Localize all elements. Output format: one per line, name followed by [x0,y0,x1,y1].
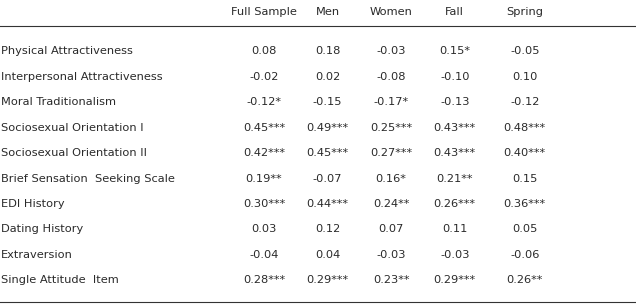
Text: Extraversion: Extraversion [1,250,73,260]
Text: -0.06: -0.06 [510,250,539,260]
Text: 0.48***: 0.48*** [504,122,546,133]
Text: 0.28***: 0.28*** [243,275,285,286]
Text: 0.29***: 0.29*** [307,275,349,286]
Text: 0.30***: 0.30*** [243,199,285,209]
Text: Fall: Fall [445,7,464,17]
Text: Interpersonal Attractiveness: Interpersonal Attractiveness [1,72,163,82]
Text: Sociosexual Orientation I: Sociosexual Orientation I [1,122,144,133]
Text: Sociosexual Orientation II: Sociosexual Orientation II [1,148,148,158]
Text: 0.18: 0.18 [315,46,340,56]
Text: -0.08: -0.08 [377,72,406,82]
Text: Physical Attractiveness: Physical Attractiveness [1,46,133,56]
Text: 0.36***: 0.36*** [504,199,546,209]
Text: 0.15: 0.15 [512,173,537,184]
Text: 0.11: 0.11 [442,224,467,235]
Text: -0.13: -0.13 [440,97,469,107]
Text: 0.04: 0.04 [315,250,340,260]
Text: 0.45***: 0.45*** [307,148,349,158]
Text: 0.16*: 0.16* [376,173,406,184]
Text: Women: Women [370,7,413,17]
Text: 0.29***: 0.29*** [434,275,476,286]
Text: Spring: Spring [506,7,543,17]
Text: Full Sample: Full Sample [231,7,297,17]
Text: 0.44***: 0.44*** [307,199,349,209]
Text: -0.12*: -0.12* [246,97,282,107]
Text: Men: Men [315,7,340,17]
Text: 0.12: 0.12 [315,224,340,235]
Text: 0.15*: 0.15* [439,46,470,56]
Text: 0.05: 0.05 [512,224,537,235]
Text: 0.43***: 0.43*** [434,148,476,158]
Text: -0.10: -0.10 [440,72,469,82]
Text: 0.25***: 0.25*** [370,122,412,133]
Text: 0.26***: 0.26*** [434,199,476,209]
Text: -0.07: -0.07 [313,173,342,184]
Text: 0.24**: 0.24** [373,199,410,209]
Text: 0.43***: 0.43*** [434,122,476,133]
Text: -0.05: -0.05 [510,46,539,56]
Text: -0.03: -0.03 [377,250,406,260]
Text: -0.03: -0.03 [440,250,469,260]
Text: -0.15: -0.15 [313,97,342,107]
Text: Dating History: Dating History [1,224,83,235]
Text: 0.40***: 0.40*** [504,148,546,158]
Text: Moral Traditionalism: Moral Traditionalism [1,97,116,107]
Text: 0.49***: 0.49*** [307,122,349,133]
Text: -0.03: -0.03 [377,46,406,56]
Text: Single Attitude  Item: Single Attitude Item [1,275,119,286]
Text: 0.10: 0.10 [512,72,537,82]
Text: 0.26**: 0.26** [506,275,543,286]
Text: -0.12: -0.12 [510,97,539,107]
Text: EDI History: EDI History [1,199,65,209]
Text: 0.42***: 0.42*** [243,148,285,158]
Text: -0.17*: -0.17* [373,97,409,107]
Text: -0.04: -0.04 [249,250,279,260]
Text: 0.02: 0.02 [315,72,340,82]
Text: 0.23**: 0.23** [373,275,410,286]
Text: Brief Sensation  Seeking Scale: Brief Sensation Seeking Scale [1,173,175,184]
Text: 0.19**: 0.19** [245,173,282,184]
Text: 0.21**: 0.21** [436,173,473,184]
Text: 0.03: 0.03 [251,224,277,235]
Text: 0.08: 0.08 [251,46,277,56]
Text: 0.07: 0.07 [378,224,404,235]
Text: 0.45***: 0.45*** [243,122,285,133]
Text: -0.02: -0.02 [249,72,279,82]
Text: 0.27***: 0.27*** [370,148,412,158]
